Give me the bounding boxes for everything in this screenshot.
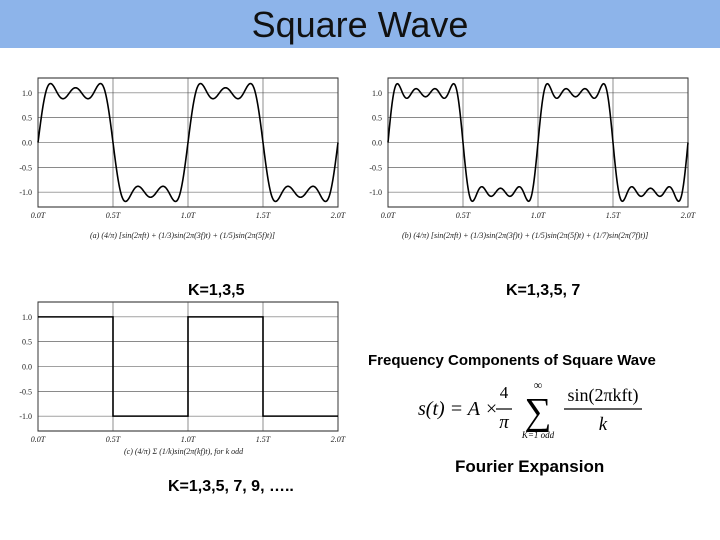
plot-a-svg: 1.0 0.5 0.0 -0.5 -1.0 0.0T 0.5T 1.0T 1.5T 2.0T [19,77,346,220]
y-tick-label: 1.0 [22,313,32,322]
series-line [37,82,339,203]
formula-term-num: sin(2πkft) [567,385,638,406]
formula-frac-num: 4 [500,383,509,402]
series-line [387,82,689,203]
y-tick-label: -1.0 [369,188,382,197]
y-tick-label: 1.0 [22,89,32,98]
x-tick-label: 0.5T [106,211,121,220]
title-bar [0,0,720,48]
formula-lhs: s(t) = A × [418,398,498,420]
label-k-1-3-5-7: K=1,3,5, 7 [506,282,581,299]
y-tick-label: -1.0 [19,412,32,421]
y-tick-label: 0.0 [22,363,32,372]
formula-sum-bottom: K=1 odd [521,430,555,440]
y-tick-label: -0.5 [369,163,382,172]
y-tick-label: -0.5 [19,163,32,172]
x-tick-label: 0.0T [381,211,396,220]
series-line [38,316,338,417]
plot-a-caption: (a) (4/π) [sin(2πft) + (1/3)sin(2π(3f)t)… [90,231,276,240]
x-tick-label: 0.5T [106,435,121,444]
x-tick-label: 0.0T [31,211,46,220]
formula-sum-sign: ∑ [524,391,551,433]
label-k-all-odd: K=1,3,5, 7, 9, ….. [168,478,294,495]
x-tick-label: 2.0T [331,211,346,220]
x-tick-label: 1.5T [256,435,271,444]
y-tick-label: 0.0 [372,139,382,148]
x-tick-label: 2.0T [331,435,346,444]
x-tick-label: 0.0T [31,435,46,444]
y-tick-label: 0.5 [372,114,382,123]
plot-c-svg: 1.0 0.5 0.0 -0.5 -1.0 0.0T 0.5T 1.0T 1.5T 2.0T [19,301,346,444]
y-tick-label: -1.0 [19,188,32,197]
plot-b: 1.0 0.5 0.0 -0.5 -1.0 0.0T 0.5T 1.0T 1.5T 2.0T [358,72,698,222]
label-k-1-3-5: K=1,3,5 [188,282,245,299]
frequency-components-title: Frequency Components of Square Wave [368,352,656,369]
y-tick-label: 1.0 [372,89,382,98]
x-tick-label: 1.5T [256,211,271,220]
plot-b-caption: (b) (4/π) [sin(2πft) + (1/3)sin(2π(3f)t)… [402,231,649,240]
formula-sum-top: ∞ [534,378,543,392]
y-tick-label: 0.5 [22,114,32,123]
slide-title: Square Wave [251,4,469,45]
y-tick-label: 0.0 [22,139,32,148]
y-tick-label: 0.5 [22,338,32,347]
x-tick-label: 1.0T [181,211,196,220]
x-tick-label: 0.5T [456,211,471,220]
x-tick-label: 1.0T [531,211,546,220]
fourier-expansion-label: Fourier Expansion [455,457,605,476]
plot-c-caption: (c) (4/π) Σ (1/k)sin(2π(kf)t), for k odd [124,447,244,456]
fourier-formula: s(t) = A × 4 π ∞ ∑ K=1 odd sin(2πkft) k [418,378,642,440]
plot-a: 1.0 0.5 0.0 -0.5 -1.0 0.0T 0.5T 1.0T 1.5T 2.0T [8,72,348,222]
plot-b-svg: 1.0 0.5 0.0 -0.5 -1.0 0.0T 0.5T 1.0T 1.5T 2.0T [369,77,696,220]
formula-frac-den: π [499,412,509,433]
plot-c: 1.0 0.5 0.0 -0.5 -1.0 0.0T 0.5T 1.0T 1.5T 2.0T [8,296,348,446]
formula-term-den: k [599,414,608,435]
x-tick-label: 1.5T [606,211,621,220]
y-tick-label: -0.5 [19,387,32,396]
x-tick-label: 1.0T [181,435,196,444]
x-tick-label: 2.0T [681,211,696,220]
